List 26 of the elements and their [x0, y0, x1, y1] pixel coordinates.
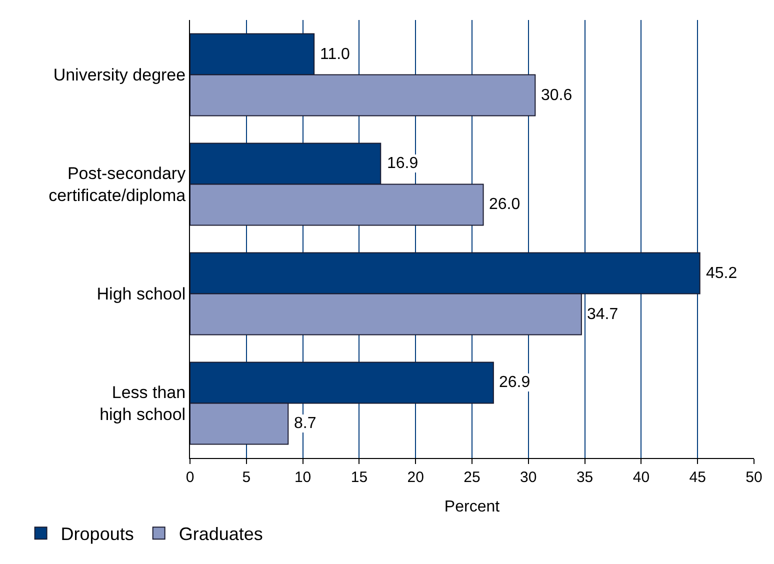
data-label: 26.9: [499, 374, 530, 391]
x-axis-title: Percent: [444, 498, 500, 516]
data-label: 30.6: [541, 87, 572, 104]
x-tick-label: 45: [689, 469, 706, 486]
y-tick-label: University degree: [53, 66, 186, 85]
legend-label: Graduates: [178, 524, 263, 544]
data-label: 8.7: [294, 415, 316, 432]
y-tick-label: Less than high school: [100, 383, 186, 424]
data-label: 26.0: [489, 196, 520, 213]
data-label: 16.9: [387, 155, 418, 172]
data-label: 45.2: [706, 265, 738, 282]
legend-label: Dropouts: [60, 524, 134, 544]
data-label: 34.7: [587, 306, 618, 323]
x-tick-label: 0: [186, 469, 194, 486]
x-tick-label: 35: [576, 469, 594, 486]
x-tick-label: 40: [632, 469, 650, 486]
y-tick-label: High school: [96, 284, 186, 304]
data-label: 11.0: [320, 46, 350, 63]
x-tick-label: 30: [520, 469, 537, 486]
y-tick-label: Post-secondary certificate/diploma: [48, 164, 186, 206]
x-tick-label: 20: [407, 469, 424, 486]
x-tick-label: 15: [350, 469, 368, 486]
x-tick-label: 10: [294, 469, 312, 486]
x-tick-label: 25: [464, 469, 480, 486]
x-tick-label: 50: [746, 469, 762, 486]
x-tick-label: 5: [242, 469, 251, 486]
